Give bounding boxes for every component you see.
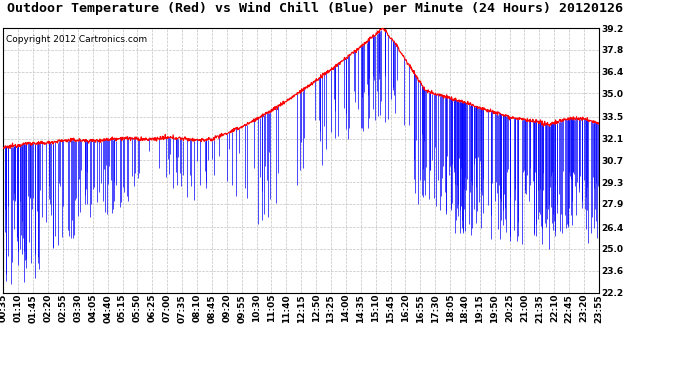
Text: Outdoor Temperature (Red) vs Wind Chill (Blue) per Minute (24 Hours) 20120126: Outdoor Temperature (Red) vs Wind Chill … bbox=[7, 2, 623, 15]
Text: Copyright 2012 Cartronics.com: Copyright 2012 Cartronics.com bbox=[6, 35, 148, 44]
